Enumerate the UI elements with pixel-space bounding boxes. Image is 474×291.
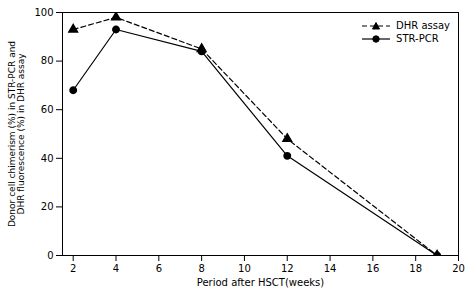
svg-text:10: 10 [238, 263, 251, 274]
svg-text:8: 8 [198, 263, 204, 274]
svg-text:0: 0 [47, 250, 53, 261]
svg-text:20: 20 [41, 201, 54, 212]
html-text:DHR assay: DHR assay [396, 20, 450, 31]
svg-text:Donor cell chimerism (%) in ST: Donor cell chimerism (%) in STR-PCR andD… [7, 41, 26, 227]
svg-text:Period after HSCT(weeks): Period after HSCT(weeks) [197, 277, 325, 288]
svg-text:40: 40 [41, 153, 54, 164]
svg-text:12: 12 [281, 263, 294, 274]
svg-text:100: 100 [34, 7, 53, 18]
svg-text:60: 60 [41, 104, 54, 115]
svg-text:6: 6 [156, 263, 162, 274]
svg-text:20: 20 [452, 263, 465, 274]
html-text:STR-PCR: STR-PCR [396, 33, 439, 44]
svg-text:18: 18 [409, 263, 422, 274]
svg-text:80: 80 [41, 55, 54, 66]
svg-text:14: 14 [324, 263, 337, 274]
svg-text:16: 16 [367, 263, 380, 274]
svg-text:4: 4 [113, 263, 119, 274]
svg-text:2: 2 [70, 263, 76, 274]
